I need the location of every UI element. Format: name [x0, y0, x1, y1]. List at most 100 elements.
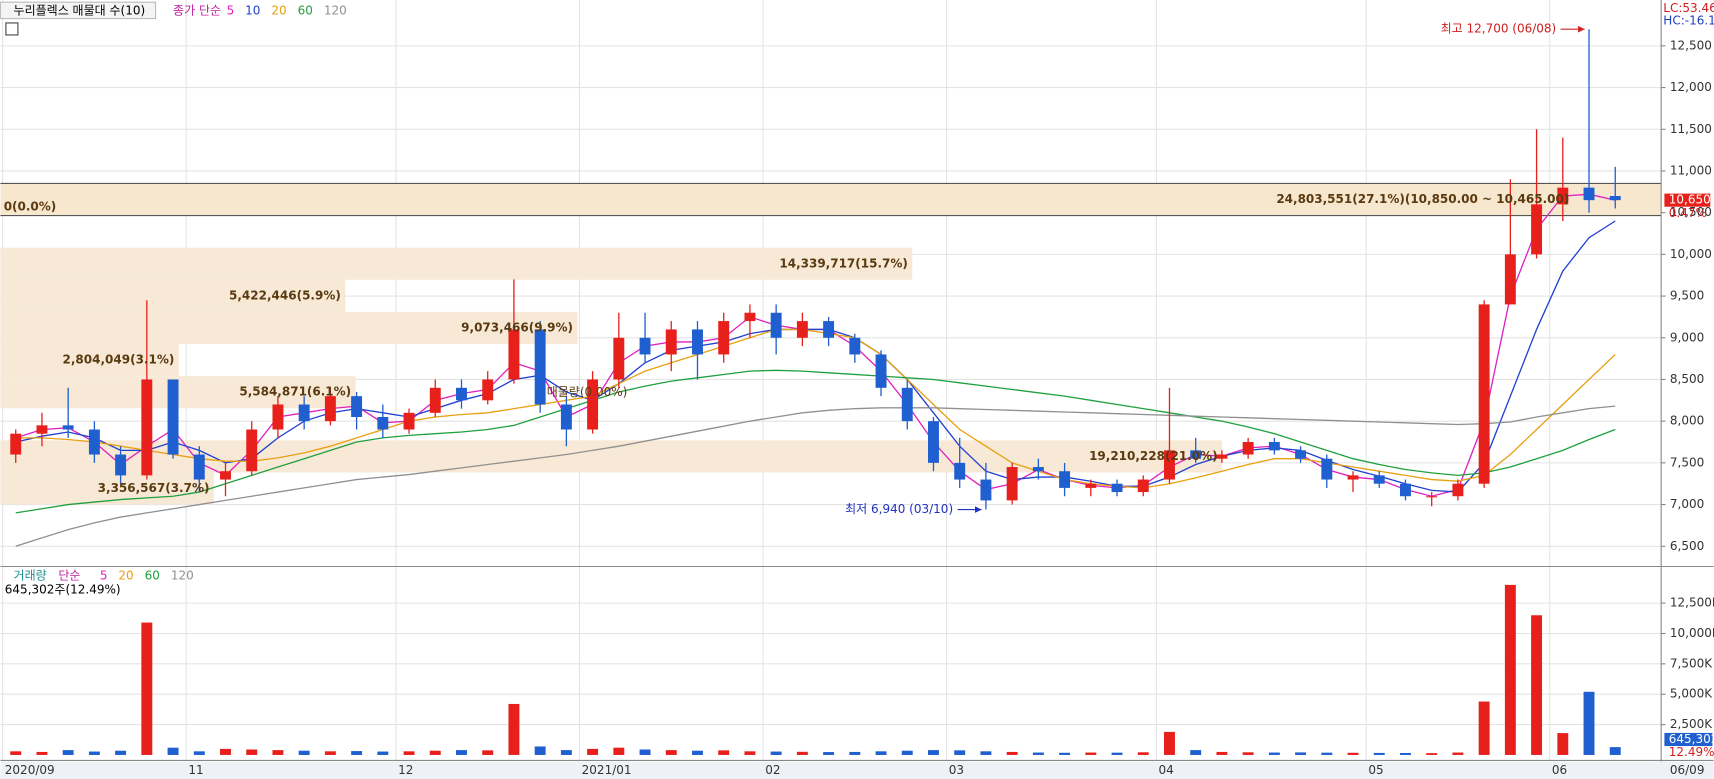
candle-body: [718, 321, 730, 355]
price-tag-label: 10,650: [1669, 193, 1711, 207]
volume-bar: [875, 751, 887, 755]
volume-bar: [1557, 733, 1569, 755]
candle-body: [1032, 467, 1044, 472]
candle-body: [36, 425, 48, 434]
volume-legend-entry: 120: [171, 568, 194, 582]
profile-band: [0, 183, 1662, 216]
volume-bar: [587, 748, 599, 755]
profile-label: 3,356,567(3.7%): [98, 481, 210, 495]
volume-title: 거래량: [14, 568, 47, 582]
x-tick-label: 05: [1368, 763, 1383, 777]
ma-line: [15, 328, 1616, 489]
profile-label: 2,804,049(3.1%): [63, 353, 175, 367]
candle-body: [10, 433, 22, 455]
candle-body: [429, 387, 441, 413]
y-tick-label: 10,500: [1670, 205, 1712, 219]
candle-body: [875, 354, 887, 388]
volume-bar: [10, 751, 22, 755]
candle-body: [167, 379, 179, 455]
volume-bar: [665, 750, 677, 755]
volume-bar: [1164, 731, 1175, 755]
volume-bar: [1373, 752, 1385, 755]
volume-bar: [1583, 691, 1595, 755]
volume-bar: [1504, 584, 1516, 755]
candle-body: [849, 337, 861, 355]
volume-bar: [115, 750, 127, 755]
candle-body: [1531, 204, 1543, 255]
x-tick-label: 12: [398, 763, 413, 777]
candle-body: [1426, 496, 1438, 498]
volume-bar: [954, 750, 966, 755]
profile-band: [0, 311, 578, 345]
candle-body: [823, 321, 835, 338]
candle-body: [324, 396, 336, 422]
y-tick-label: 10,000: [1670, 247, 1712, 261]
volume-bar: [324, 751, 336, 755]
ma-line: [15, 220, 1616, 493]
candle-body: [1190, 450, 1202, 459]
x-tick-label: 04: [1159, 763, 1174, 777]
candle-body: [796, 321, 808, 338]
x-tick-label: 03: [949, 763, 964, 777]
candle-body: [403, 412, 415, 430]
candle-body: [1321, 458, 1333, 480]
profile-label: 5,584,871(6.1%): [239, 385, 351, 399]
candle-body: [272, 404, 284, 430]
candle-body: [220, 471, 231, 480]
volume-bar: [1059, 752, 1071, 755]
candle-body: [901, 387, 913, 422]
volume-bar: [639, 749, 651, 755]
volume-bar: [692, 750, 703, 755]
volume-bar: [456, 750, 467, 755]
candle-body: [1242, 442, 1254, 455]
candle-body: [1452, 483, 1464, 497]
ma-line: [15, 405, 1616, 547]
volume-bar: [1216, 751, 1228, 755]
candle-body: [692, 329, 703, 355]
volume-bar: [1295, 752, 1307, 755]
candle-body: [613, 337, 625, 380]
volume-bar: [298, 750, 310, 755]
candle-body: [1295, 450, 1307, 459]
low-note: 최저 6,940 (03/10): [845, 502, 953, 516]
x-tick-label: 2020/09: [5, 763, 55, 777]
volume-bar: [482, 750, 494, 755]
volume-bar: [1268, 752, 1280, 755]
candle-body: [1085, 483, 1097, 488]
volume-bar: [377, 751, 389, 755]
legend-title: 종가 단순: [173, 3, 221, 17]
profile-band: [0, 279, 346, 312]
y-tick-label: 9,000: [1670, 330, 1704, 344]
volume-bar: [403, 751, 415, 755]
volume-bar: [1609, 747, 1621, 755]
volume-bar: [272, 750, 284, 755]
candle-body: [639, 337, 651, 355]
legend-entry: 10: [245, 3, 260, 17]
candle-body: [456, 387, 467, 401]
table-icon[interactable]: [5, 22, 19, 36]
x-tick-label: 06: [1552, 763, 1567, 777]
candle-body: [88, 429, 100, 455]
volume-bar: [1321, 752, 1333, 755]
candle-body: [1111, 483, 1123, 493]
hc-indicator: HC:-16.14: [1663, 13, 1714, 27]
volume-bar: [246, 749, 258, 755]
volume-bar: [1085, 752, 1097, 755]
price-change: 0.47%: [1669, 206, 1707, 220]
profile-band: [0, 472, 214, 505]
volume-bar: [1347, 752, 1359, 755]
volume-legend-entry: 60: [145, 568, 160, 582]
candle-body: [1504, 254, 1516, 305]
volume-bar: [534, 746, 546, 755]
x-axis-strip: [0, 761, 1714, 779]
volume-bar: [1137, 752, 1149, 755]
candle-body: [587, 379, 599, 430]
y-tick-label: 12,000: [1670, 80, 1712, 94]
y-tick-label: 7,000: [1670, 497, 1704, 511]
candle-body: [482, 379, 494, 401]
volume-tick-label: 5,000K: [1670, 687, 1713, 701]
candle-body: [62, 425, 74, 430]
profile-label: 0(0.0%): [4, 199, 57, 213]
profile-label: 9,073,466(9.9%): [461, 320, 573, 334]
